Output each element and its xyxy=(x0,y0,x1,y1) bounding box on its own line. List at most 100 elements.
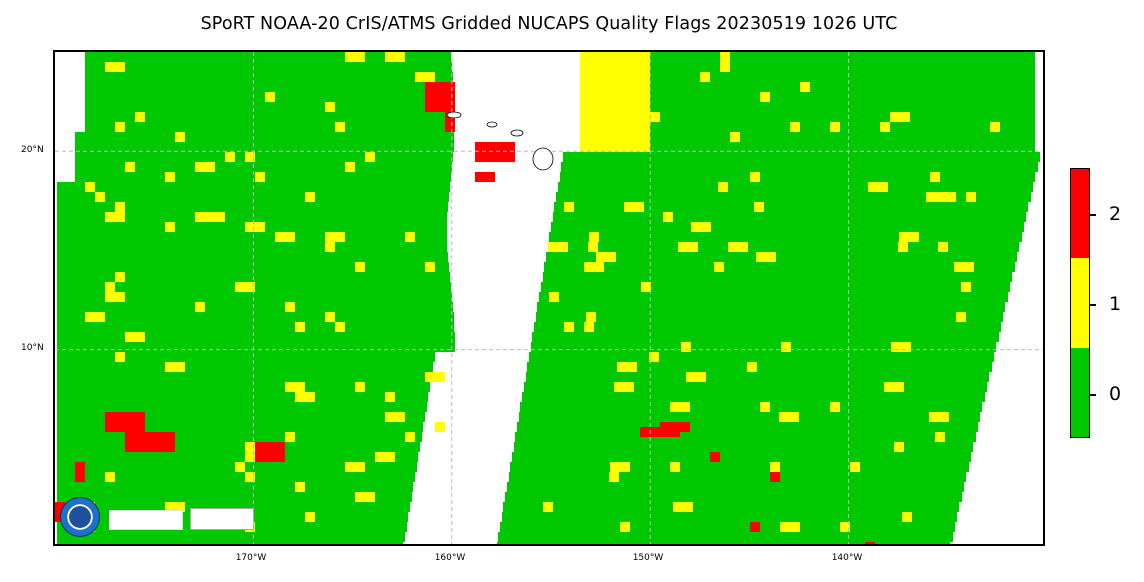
swath-east-cell xyxy=(517,422,978,432)
flag-pixel-1 xyxy=(375,452,395,462)
swath-west-cell xyxy=(57,332,455,342)
swath-east-cell xyxy=(548,242,1019,252)
swath-west-cell xyxy=(57,492,412,502)
flag-pixel-1 xyxy=(614,382,634,392)
island-outline xyxy=(510,129,524,137)
flag-pixel-1 xyxy=(956,312,966,322)
flag-pixel-1 xyxy=(730,132,740,142)
flag-pixel-2 xyxy=(105,412,145,432)
flag-pixel-1 xyxy=(691,222,711,232)
flag-pixel-2 xyxy=(750,522,760,532)
flag-pixel-2 xyxy=(475,142,515,162)
flag-pixel-1 xyxy=(596,252,616,262)
flag-pixel-1 xyxy=(935,432,945,442)
flag-pixel-1 xyxy=(549,292,559,302)
swath-east-cell xyxy=(549,232,1022,242)
colorbar-tick-2 xyxy=(1090,214,1096,216)
swath-west-cell xyxy=(57,322,454,332)
flag-pixel-2 xyxy=(255,442,285,462)
flag-pixel-1 xyxy=(285,302,295,312)
flag-pixel-1 xyxy=(650,112,660,122)
colorbar xyxy=(1070,168,1090,438)
island-outline xyxy=(446,111,462,119)
flag-pixel-1 xyxy=(295,392,315,402)
flag-pixel-1 xyxy=(305,512,315,522)
swath-west-cell xyxy=(57,342,455,352)
noaa-logo xyxy=(60,497,100,537)
flag-pixel-1 xyxy=(880,122,890,132)
flag-pixel-1 xyxy=(610,462,630,472)
flag-pixel-1 xyxy=(335,322,345,332)
flag-pixel-1 xyxy=(543,502,553,512)
swath-west-cell xyxy=(57,542,403,544)
swath-east-cell xyxy=(541,282,1010,292)
colorbar-label-2: 2 xyxy=(1109,203,1122,225)
swath-east-cell xyxy=(519,412,980,422)
flag-pixel-1 xyxy=(405,432,415,442)
flag-pixel-2 xyxy=(125,432,175,452)
map-title: SPoRT NOAA-20 CrIS/ATMS Gridded NUCAPS Q… xyxy=(200,14,898,34)
swath-west-cell xyxy=(75,142,454,152)
swath-east-cell xyxy=(527,362,992,372)
swath-west-cell xyxy=(57,262,449,272)
flag-pixel-1 xyxy=(345,462,365,472)
flag-pixel-1 xyxy=(760,92,770,102)
swath-east-cell xyxy=(580,122,1035,132)
swath-east-cell xyxy=(553,212,1026,222)
swath-west-cell xyxy=(57,422,423,432)
flag-pixel-1 xyxy=(235,282,245,292)
swath-east-cell xyxy=(498,532,953,542)
flag-pixel-1 xyxy=(929,412,949,422)
flag-pixel-1 xyxy=(779,412,799,422)
swath-east-cell xyxy=(532,332,999,342)
flag-pixel-1 xyxy=(564,322,574,332)
flag-pixel-2 xyxy=(425,82,455,112)
swath-west-cell xyxy=(57,482,413,492)
lat-label-10n: 10°N xyxy=(21,343,44,353)
flag-pixel-1 xyxy=(105,282,115,292)
swath-west-cell xyxy=(57,432,422,442)
swath-west-cell xyxy=(57,412,425,422)
flag-pixel-1 xyxy=(670,462,680,472)
flag-pixel-2 xyxy=(475,172,495,182)
colorbar-tick-0 xyxy=(1090,394,1096,396)
swath-east-cell xyxy=(507,482,964,492)
flag-grid-map xyxy=(55,52,1043,544)
flag-pixel-1 xyxy=(961,282,971,292)
flag-pixel-1 xyxy=(630,52,640,62)
flag-pixel-1 xyxy=(235,462,245,472)
swath-west-cell xyxy=(57,402,427,412)
swath-east-cell xyxy=(580,132,1035,142)
swath-east-cell xyxy=(580,52,1035,62)
swath-east-cell xyxy=(551,222,1024,232)
lon-label-170w: 170°W xyxy=(235,553,267,563)
flag-pixel-1 xyxy=(617,362,637,372)
stc-logo xyxy=(190,508,254,530)
flag-pixel-1 xyxy=(781,342,791,352)
lon-label-140w: 140°W xyxy=(831,553,863,563)
flag-pixel-1 xyxy=(165,362,185,372)
flag-pixel-1 xyxy=(926,192,936,202)
flag-pixel-1 xyxy=(564,202,574,212)
flag-pixel-1 xyxy=(345,52,365,62)
flag-pixel-1 xyxy=(966,192,976,202)
swath-west-cell xyxy=(57,452,418,462)
flag-pixel-1 xyxy=(760,402,770,412)
swath-east-cell xyxy=(512,452,971,462)
flag-pixel-1 xyxy=(335,122,345,132)
swath-west-cell xyxy=(85,62,452,72)
flag-pixel-1 xyxy=(589,232,599,242)
flag-pixel-1 xyxy=(770,462,780,472)
flag-pixel-1 xyxy=(415,72,435,82)
swath-west-cell xyxy=(85,82,454,92)
swath-west-cell xyxy=(57,382,430,392)
swath-west-cell xyxy=(57,532,405,542)
swath-west-cell xyxy=(57,392,428,402)
swath-west-cell xyxy=(57,352,435,362)
flag-pixel-1 xyxy=(295,482,305,492)
flag-pixel-1 xyxy=(780,522,800,532)
flag-pixel-1 xyxy=(325,232,345,242)
flag-pixel-1 xyxy=(285,432,295,442)
flag-pixel-1 xyxy=(868,182,888,192)
flag-pixel-1 xyxy=(548,242,568,252)
